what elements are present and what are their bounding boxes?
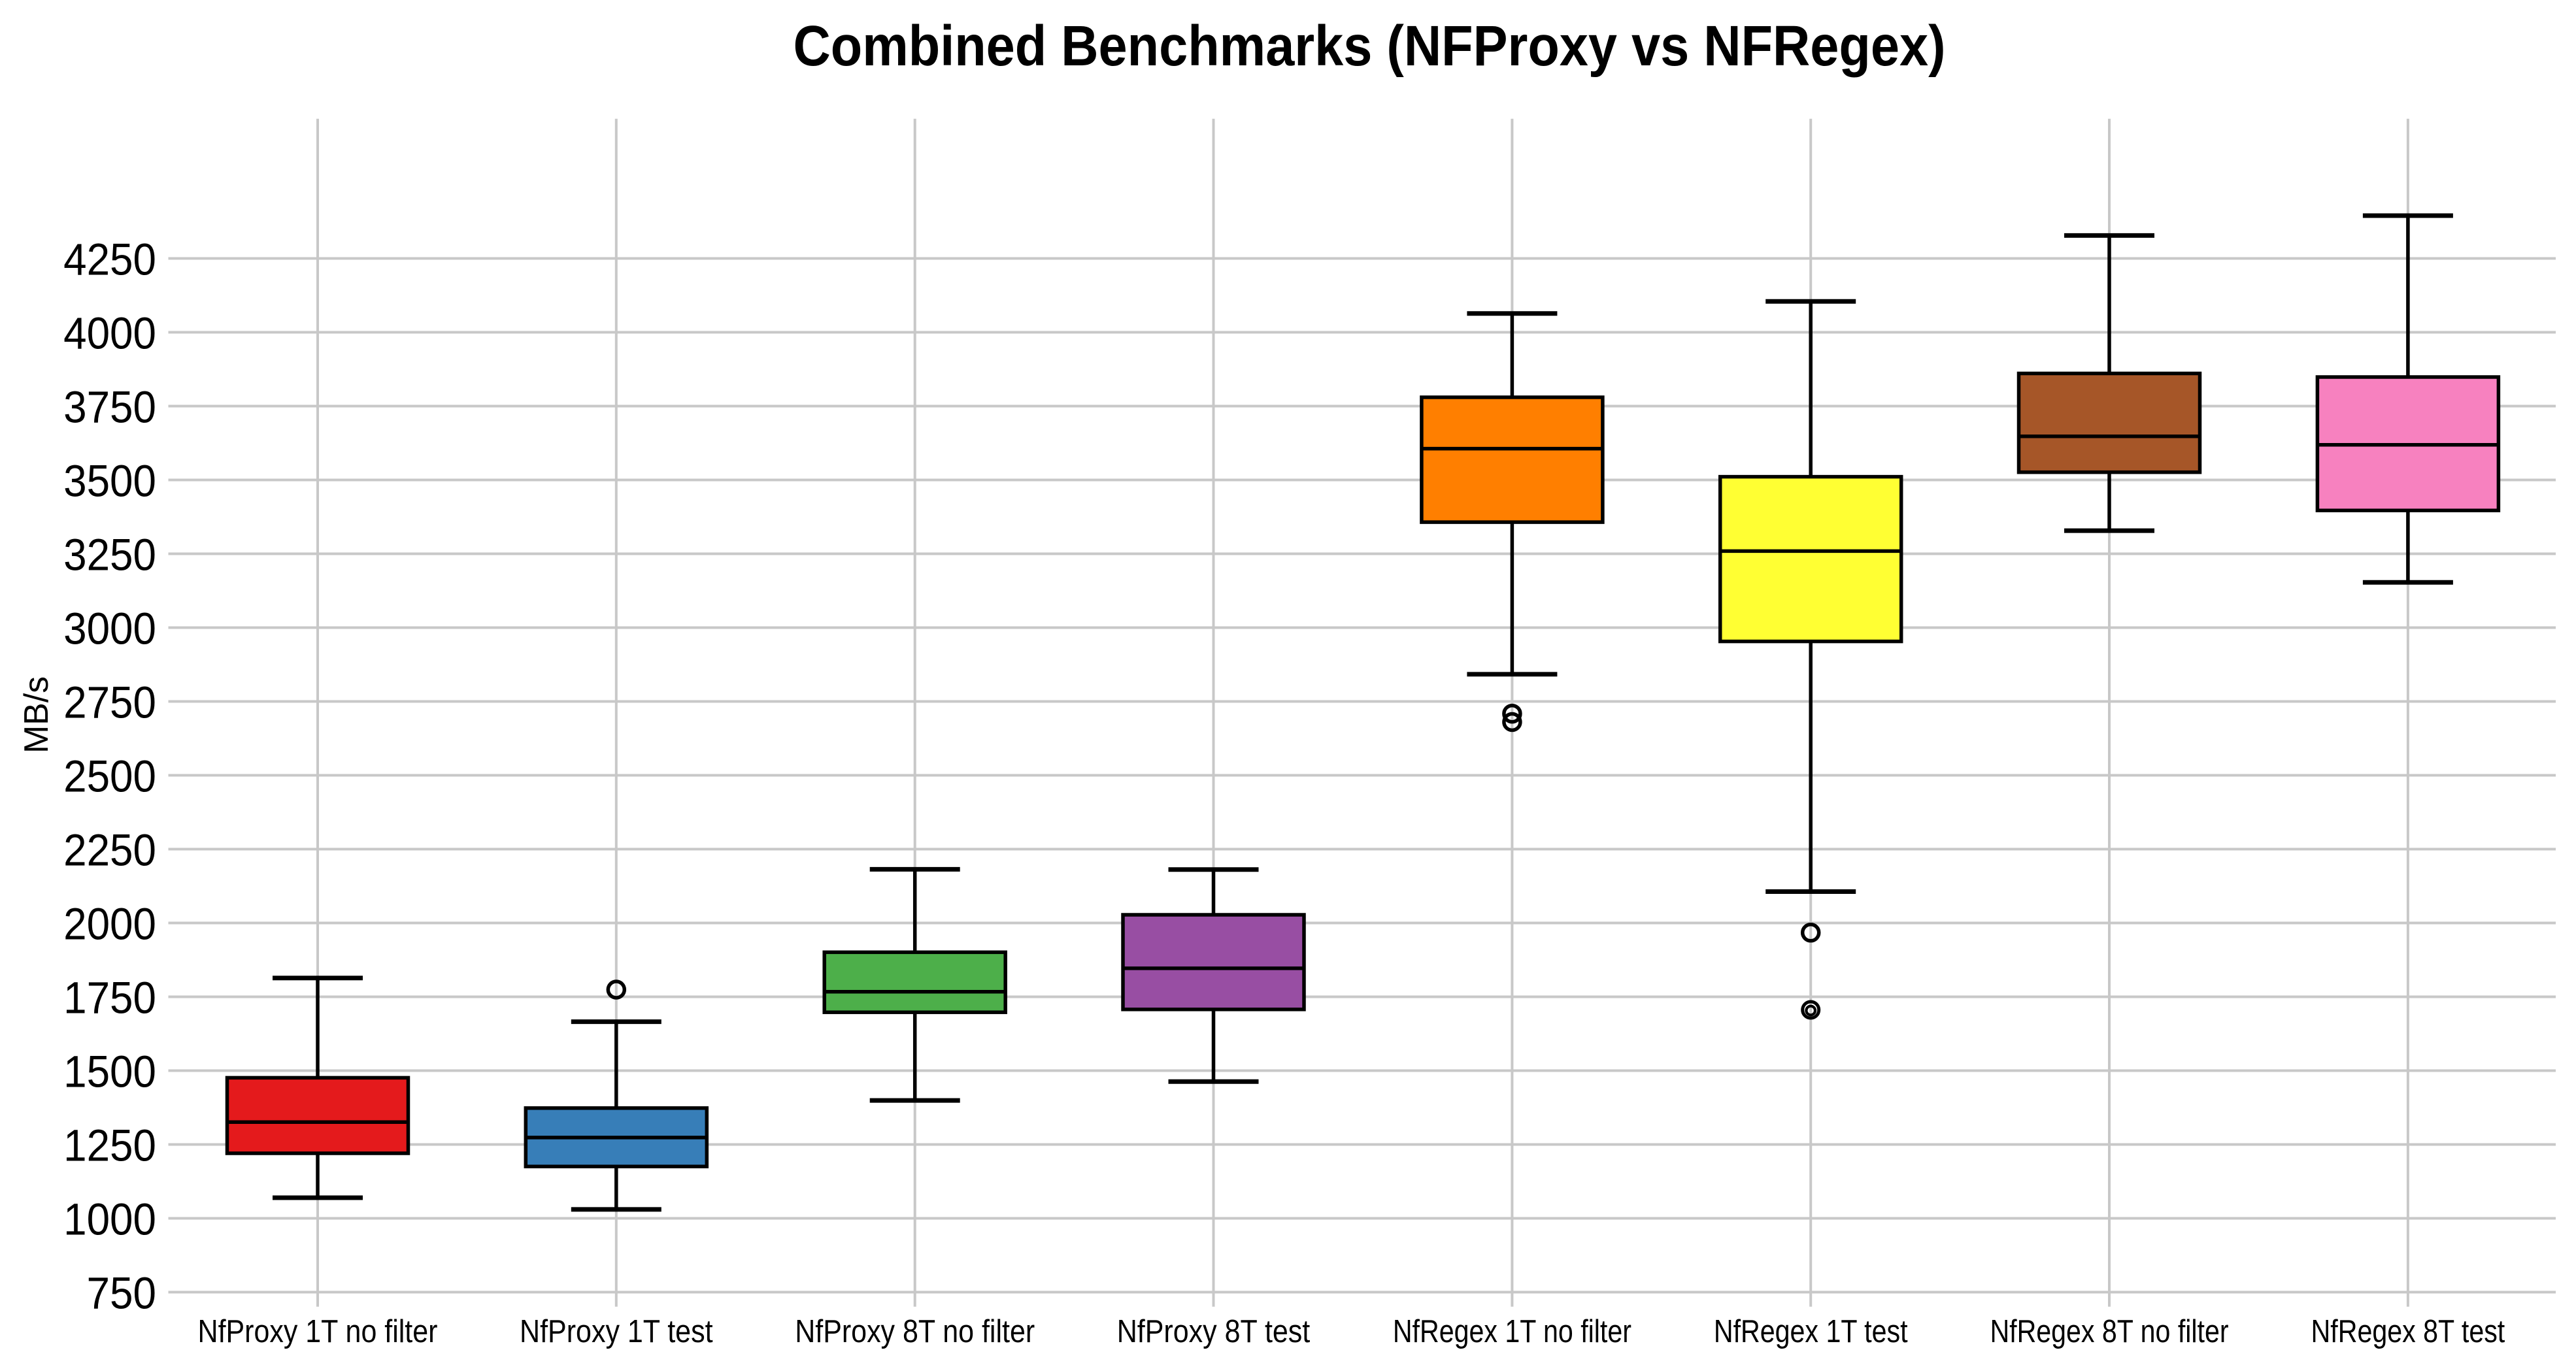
svg-text:2500: 2500 bbox=[63, 751, 156, 802]
svg-text:NfProxy 1T no filter: NfProxy 1T no filter bbox=[198, 1314, 438, 1349]
svg-text:Combined Benchmarks (NFProxy v: Combined Benchmarks (NFProxy vs NFRegex) bbox=[794, 14, 1946, 78]
svg-text:4000: 4000 bbox=[63, 308, 156, 359]
svg-text:NfProxy 8T no filter: NfProxy 8T no filter bbox=[795, 1314, 1035, 1349]
svg-text:3000: 3000 bbox=[63, 604, 156, 654]
svg-text:3250: 3250 bbox=[63, 530, 156, 580]
svg-text:NfProxy 1T test: NfProxy 1T test bbox=[520, 1314, 713, 1349]
svg-text:NfRegex 1T test: NfRegex 1T test bbox=[1714, 1314, 1908, 1349]
svg-text:2250: 2250 bbox=[63, 825, 156, 876]
svg-text:NfRegex 1T no filter: NfRegex 1T no filter bbox=[1393, 1314, 1631, 1349]
svg-text:MB/s: MB/s bbox=[18, 676, 56, 753]
svg-text:1500: 1500 bbox=[63, 1047, 156, 1097]
svg-text:3750: 3750 bbox=[63, 382, 156, 433]
svg-text:750: 750 bbox=[87, 1268, 157, 1319]
svg-text:2000: 2000 bbox=[63, 899, 156, 949]
svg-text:NfRegex 8T test: NfRegex 8T test bbox=[2311, 1314, 2505, 1349]
svg-text:3500: 3500 bbox=[63, 456, 156, 506]
svg-text:4250: 4250 bbox=[63, 235, 156, 285]
svg-text:1000: 1000 bbox=[63, 1194, 156, 1245]
svg-text:NfRegex 8T no filter: NfRegex 8T no filter bbox=[1990, 1314, 2228, 1349]
svg-text:1750: 1750 bbox=[63, 973, 156, 1023]
svg-text:NfProxy 8T test: NfProxy 8T test bbox=[1117, 1314, 1311, 1349]
svg-text:1250: 1250 bbox=[63, 1121, 156, 1171]
svg-text:2750: 2750 bbox=[63, 678, 156, 728]
